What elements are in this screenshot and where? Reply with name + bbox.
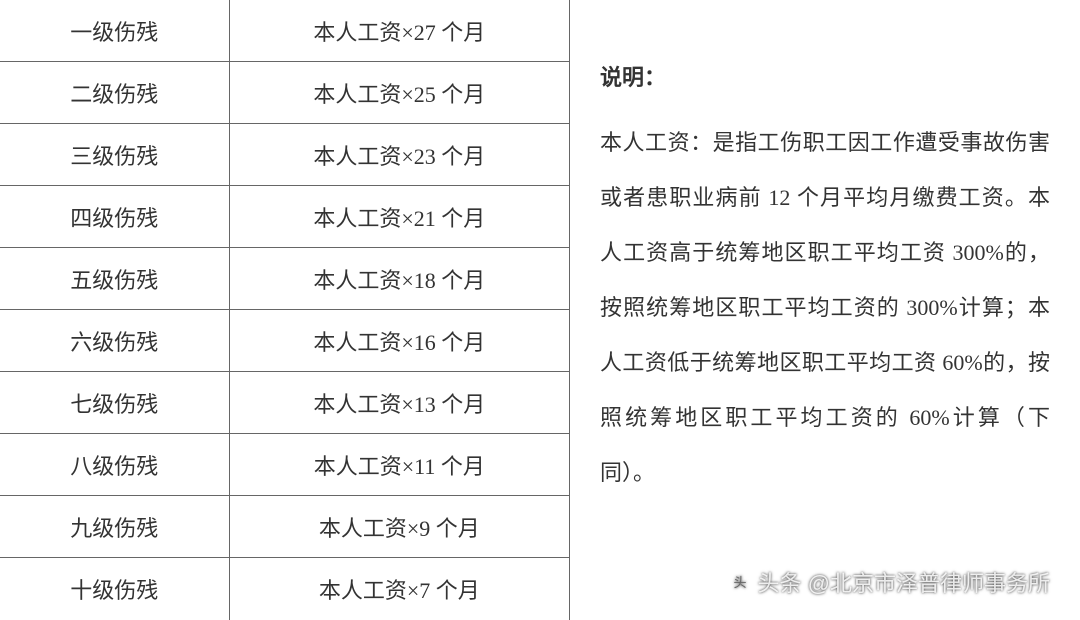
watermark: 头 头条 @北京市泽普律师事务所 [728, 566, 1050, 598]
table-row: 一级伤残 本人工资×27 个月 [0, 0, 569, 62]
level-cell: 五级伤残 [0, 248, 230, 310]
level-cell: 十级伤残 [0, 558, 230, 620]
level-cell: 三级伤残 [0, 124, 230, 186]
formula-cell: 本人工资×18 个月 [230, 248, 569, 310]
formula-cell: 本人工资×9 个月 [230, 496, 569, 558]
table-row: 七级伤残 本人工资×13 个月 [0, 372, 569, 434]
table-row: 八级伤残 本人工资×11 个月 [0, 434, 569, 496]
watermark-text: 头条 @北京市泽普律师事务所 [758, 566, 1050, 598]
level-cell: 一级伤残 [0, 0, 230, 62]
table-row: 二级伤残 本人工资×25 个月 [0, 62, 569, 124]
table-row: 十级伤残 本人工资×7 个月 [0, 558, 569, 620]
disability-compensation-table: 一级伤残 本人工资×27 个月 二级伤残 本人工资×25 个月 三级伤残 本人工… [0, 0, 570, 620]
formula-cell: 本人工资×27 个月 [230, 0, 569, 62]
formula-cell: 本人工资×25 个月 [230, 62, 569, 124]
formula-cell: 本人工资×21 个月 [230, 186, 569, 248]
table-row: 四级伤残 本人工资×21 个月 [0, 186, 569, 248]
level-cell: 六级伤残 [0, 310, 230, 372]
svg-text:头: 头 [733, 575, 746, 590]
level-cell: 八级伤残 [0, 434, 230, 496]
formula-cell: 本人工资×16 个月 [230, 310, 569, 372]
formula-cell: 本人工资×13 个月 [230, 372, 569, 434]
table-row: 六级伤残 本人工资×16 个月 [0, 310, 569, 372]
table-row: 九级伤残 本人工资×9 个月 [0, 496, 569, 558]
explanation-section: 说明： 本人工资：是指工伤职工因工作遭受事故伤害或者患职业病前 12 个月平均月… [570, 0, 1080, 620]
table-row: 三级伤残 本人工资×23 个月 [0, 124, 569, 186]
level-cell: 四级伤残 [0, 186, 230, 248]
explanation-title: 说明： [600, 50, 1050, 105]
level-cell: 七级伤残 [0, 372, 230, 434]
level-cell: 二级伤残 [0, 62, 230, 124]
table-row: 五级伤残 本人工资×18 个月 [0, 248, 569, 310]
explanation-body: 本人工资：是指工伤职工因工作遭受事故伤害或者患职业病前 12 个月平均月缴费工资… [600, 115, 1050, 500]
formula-cell: 本人工资×7 个月 [230, 558, 569, 620]
formula-cell: 本人工资×23 个月 [230, 124, 569, 186]
toutiao-icon: 头 [728, 570, 752, 594]
formula-cell: 本人工资×11 个月 [230, 434, 569, 496]
level-cell: 九级伤残 [0, 496, 230, 558]
